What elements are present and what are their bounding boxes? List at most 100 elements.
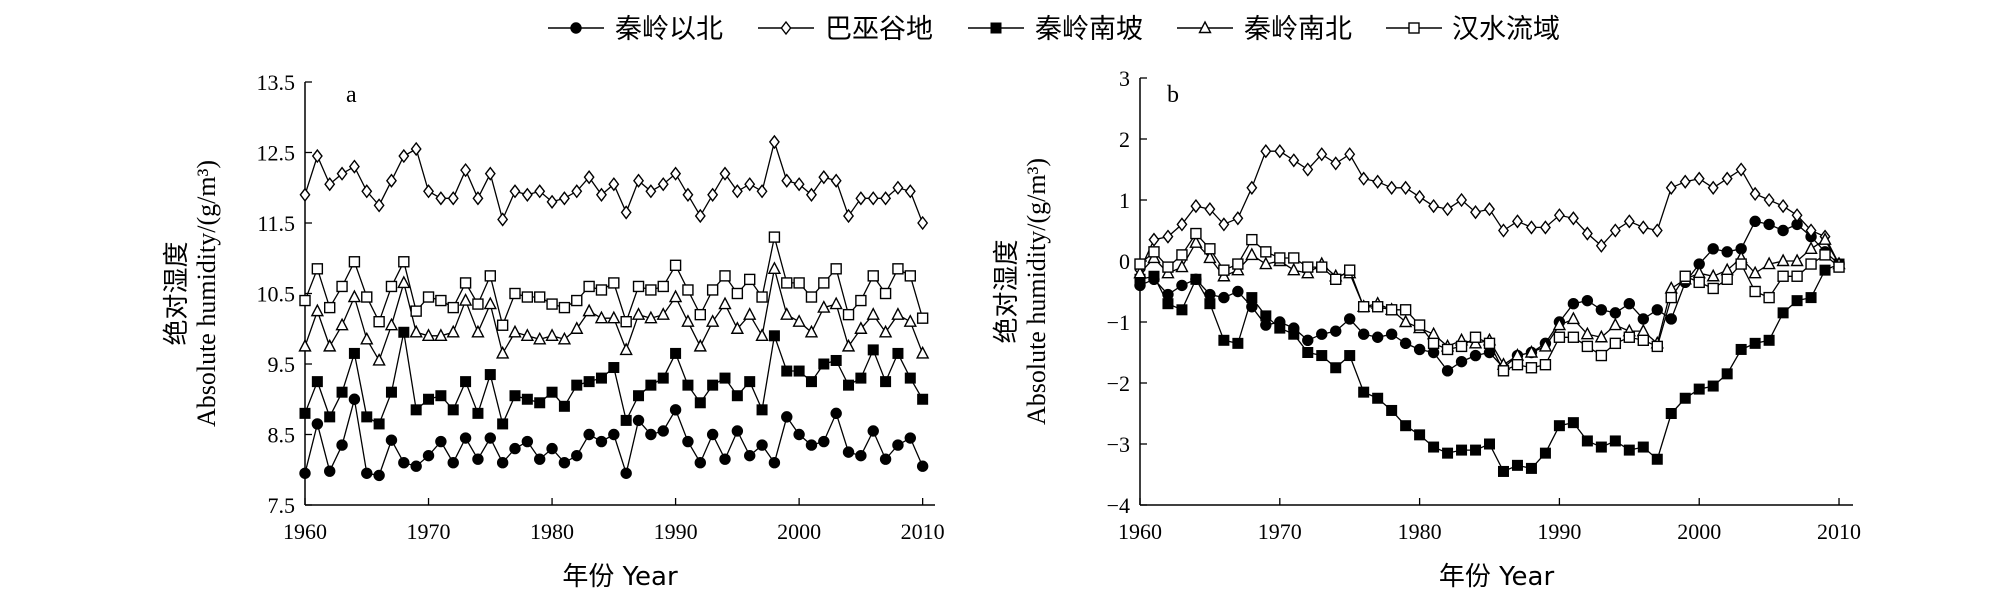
data-point	[324, 465, 336, 477]
data-point	[421, 328, 436, 341]
data-point	[508, 324, 522, 338]
data-point	[1735, 162, 1747, 177]
data-point	[434, 328, 448, 341]
data-point	[744, 177, 756, 192]
data-point	[385, 434, 398, 446]
series	[1134, 258, 1845, 477]
data-point	[768, 134, 780, 150]
data-point	[1749, 285, 1761, 298]
data-point	[1539, 447, 1551, 459]
data-point	[1721, 171, 1733, 186]
legend-marker-triangle-open	[1198, 20, 1212, 34]
data-point	[682, 187, 694, 202]
series	[299, 231, 929, 331]
data-point	[1777, 307, 1789, 319]
data-point	[1218, 217, 1230, 232]
data-point	[805, 439, 818, 451]
data-point	[361, 467, 373, 479]
data-point	[694, 308, 706, 321]
data-point	[1470, 205, 1482, 220]
y-axis-title-cn: 绝对湿度	[992, 239, 1022, 343]
data-point	[583, 428, 595, 441]
data-point	[299, 294, 311, 307]
data-point	[1302, 261, 1314, 273]
data-point	[1484, 438, 1496, 450]
data-point	[855, 294, 867, 307]
data-point	[879, 287, 892, 300]
data-point	[1288, 328, 1300, 340]
y-tick-label: −4	[1107, 493, 1130, 518]
data-point	[1442, 447, 1454, 459]
data-point	[1651, 453, 1663, 465]
series	[298, 261, 930, 366]
data-point	[705, 314, 720, 327]
data-point	[657, 177, 669, 192]
data-point	[435, 435, 447, 448]
data-point	[361, 184, 373, 199]
data-point	[756, 404, 768, 416]
data-point	[1316, 147, 1328, 162]
data-point	[1232, 258, 1244, 270]
data-point	[867, 425, 879, 437]
data-point	[1189, 235, 1203, 248]
data-point	[1162, 298, 1174, 310]
data-point	[582, 303, 596, 317]
data-point	[1455, 355, 1468, 368]
data-point	[1385, 304, 1398, 316]
data-point	[719, 270, 731, 282]
data-point	[1344, 147, 1356, 162]
data-point	[917, 215, 929, 231]
data-point	[1288, 252, 1300, 264]
data-point	[805, 291, 818, 303]
data-point	[1204, 298, 1216, 310]
data-point	[1538, 338, 1553, 352]
data-point	[818, 277, 830, 289]
data-point	[446, 324, 460, 338]
data-point	[718, 296, 732, 310]
data-point	[805, 187, 817, 202]
data-point	[781, 411, 793, 423]
data-point	[632, 280, 645, 293]
data-point	[435, 390, 447, 402]
data-point	[1204, 243, 1216, 255]
data-point	[1316, 328, 1328, 340]
data-point	[1804, 241, 1818, 255]
data-point	[1637, 441, 1649, 453]
data-point	[484, 166, 496, 181]
data-point	[373, 418, 385, 430]
data-point	[372, 352, 386, 366]
data-point	[608, 428, 620, 441]
data-point	[1162, 288, 1174, 301]
data-point	[619, 342, 633, 356]
data-point	[1665, 408, 1677, 419]
data-point	[743, 307, 757, 320]
data-point	[1426, 326, 1441, 340]
data-point	[385, 280, 398, 293]
data-point	[818, 435, 830, 448]
data-point	[1441, 365, 1454, 377]
data-point	[1260, 310, 1272, 322]
data-point	[1148, 232, 1160, 247]
data-point	[534, 184, 546, 199]
data-point	[670, 347, 682, 359]
data-point	[1763, 291, 1775, 304]
data-point	[1400, 180, 1412, 195]
data-point	[1162, 261, 1174, 273]
data-point	[1763, 334, 1775, 346]
data-point	[546, 386, 558, 398]
data-point	[423, 393, 435, 405]
data-point	[1679, 174, 1691, 189]
data-point	[841, 338, 856, 352]
data-point	[1525, 220, 1537, 235]
data-point	[546, 442, 558, 455]
data-point	[1134, 258, 1146, 270]
data-point	[571, 379, 583, 391]
data-point	[1330, 156, 1342, 171]
data-point	[1469, 331, 1482, 343]
data-point	[1595, 349, 1608, 362]
data-point	[855, 449, 867, 462]
data-point	[1609, 435, 1621, 447]
data-point	[744, 449, 756, 462]
data-point	[557, 331, 572, 345]
data-point	[1553, 208, 1565, 223]
